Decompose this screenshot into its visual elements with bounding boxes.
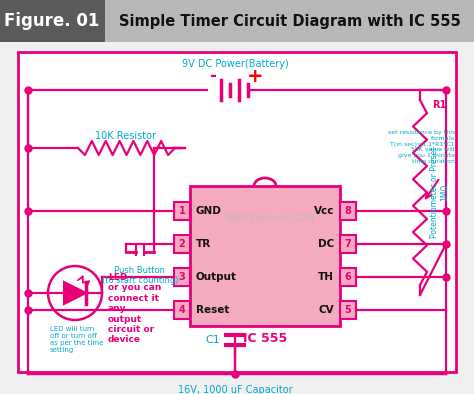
Text: set resistance by this
formula
T(in sec)=1.1*R1*C1
55K value will
give you 1 min: set resistance by this formula T(in sec)… bbox=[388, 130, 455, 164]
Text: C1: C1 bbox=[206, 335, 220, 345]
Text: -: - bbox=[210, 67, 217, 85]
Bar bbox=[174, 268, 190, 286]
Text: TH: TH bbox=[318, 272, 334, 282]
Text: CV: CV bbox=[319, 305, 334, 315]
Bar bbox=[174, 301, 190, 319]
Text: 10K Resistor: 10K Resistor bbox=[95, 131, 156, 141]
Bar bbox=[340, 301, 356, 319]
Text: 7: 7 bbox=[345, 239, 351, 249]
Text: 6: 6 bbox=[345, 272, 351, 282]
Bar bbox=[0, 0, 105, 42]
Text: +: + bbox=[247, 67, 263, 85]
Text: 4: 4 bbox=[179, 305, 185, 315]
Text: Vcc: Vcc bbox=[313, 206, 334, 216]
Text: GND: GND bbox=[196, 206, 222, 216]
Text: Push Button
(to start counting): Push Button (to start counting) bbox=[102, 266, 178, 285]
Text: Potentiometer or Preset
1MΩ: Potentiometer or Preset 1MΩ bbox=[430, 147, 450, 238]
Bar bbox=[174, 235, 190, 253]
Text: TR: TR bbox=[196, 239, 211, 249]
Text: 2: 2 bbox=[179, 239, 185, 249]
Text: WWW.ETechnoG.COM: WWW.ETechnoG.COM bbox=[225, 214, 315, 223]
Text: Output: Output bbox=[196, 272, 237, 282]
Text: Figure. 01: Figure. 01 bbox=[4, 12, 100, 30]
Text: 1: 1 bbox=[179, 206, 185, 216]
Text: R1: R1 bbox=[432, 100, 446, 110]
Text: Reset: Reset bbox=[196, 305, 229, 315]
Text: Simple Timer Circuit Diagram with IC 555: Simple Timer Circuit Diagram with IC 555 bbox=[119, 13, 461, 28]
Text: 5: 5 bbox=[345, 305, 351, 315]
Bar bbox=[174, 202, 190, 220]
Bar bbox=[0, 0, 474, 42]
Text: IC 555: IC 555 bbox=[243, 333, 287, 346]
Text: LED will turn
off or turn off
as per the time
setting: LED will turn off or turn off as per the… bbox=[50, 326, 103, 353]
Text: 9V DC Power(Battery): 9V DC Power(Battery) bbox=[182, 59, 288, 69]
Bar bbox=[18, 52, 456, 372]
Bar bbox=[340, 202, 356, 220]
Text: DC: DC bbox=[318, 239, 334, 249]
Text: 8: 8 bbox=[345, 206, 351, 216]
Bar bbox=[190, 186, 340, 326]
Bar bbox=[340, 268, 356, 286]
Text: 16V, 1000 uF Capacitor: 16V, 1000 uF Capacitor bbox=[178, 385, 292, 394]
Bar bbox=[340, 235, 356, 253]
Text: LED
or you can
connect it
any
output
circuit or
device: LED or you can connect it any output cir… bbox=[108, 273, 161, 344]
Text: 3: 3 bbox=[179, 272, 185, 282]
Polygon shape bbox=[64, 282, 86, 304]
